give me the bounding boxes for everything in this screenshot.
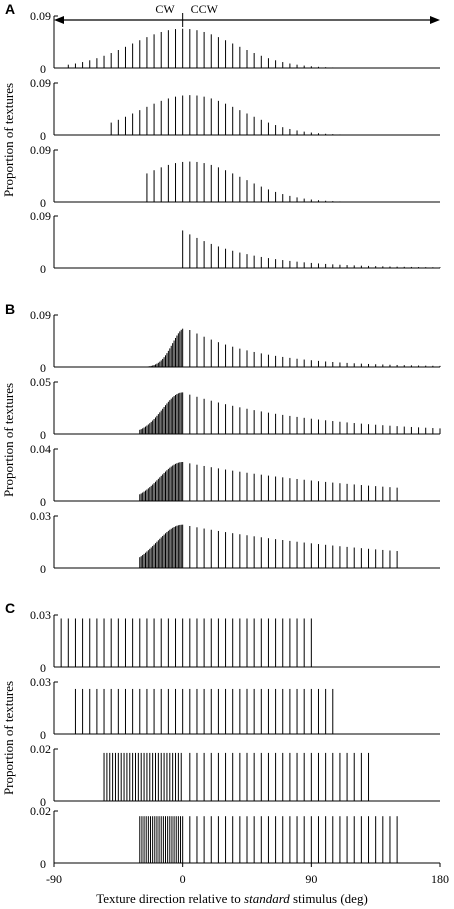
- y-tick-label-max: 0.09: [30, 9, 51, 23]
- y-tick-label-zero: 0: [40, 562, 46, 576]
- y-axis-title-b: Proportion of textures: [1, 383, 16, 497]
- right-arrowhead-icon: [430, 16, 440, 24]
- x-tick-label: 180: [431, 872, 449, 886]
- y-tick-label-zero: 0: [40, 795, 46, 809]
- y-tick-label-zero: 0: [40, 428, 46, 442]
- y-tick-label-max: 0.09: [30, 209, 51, 223]
- y-tick-label-max: 0.09: [30, 143, 51, 157]
- y-axis-title-c: Proportion of textures: [1, 681, 16, 795]
- y-tick-label-max: 0.02: [30, 742, 51, 756]
- panel-letter-b: B: [5, 301, 15, 317]
- y-tick-label-max: 0.09: [30, 76, 51, 90]
- y-tick-label-zero: 0: [40, 495, 46, 509]
- y-tick-label-max: 0.03: [30, 509, 51, 523]
- x-tick-label: -90: [46, 872, 62, 886]
- y-tick-label-max: 0.09: [30, 308, 51, 322]
- y-tick-label-zero: 0: [40, 361, 46, 375]
- y-tick-label-max: 0.02: [30, 804, 51, 818]
- x-axis-title-part: standard: [244, 891, 290, 906]
- panel-letter-a: A: [5, 1, 15, 17]
- y-tick-label-zero: 0: [40, 262, 46, 276]
- x-tick-label: 0: [180, 872, 186, 886]
- y-tick-label-zero: 0: [40, 62, 46, 76]
- x-axis-title-part: stimulus (deg): [290, 891, 368, 906]
- panel-letter-c: C: [5, 600, 15, 616]
- left-arrowhead-icon: [54, 16, 64, 24]
- y-tick-label-zero: 0: [40, 728, 46, 742]
- y-tick-label-max: 0.04: [30, 442, 51, 456]
- ccw-label: CCW: [191, 2, 219, 16]
- x-axis-title-part: Texture direction relative to: [96, 891, 244, 906]
- y-tick-label-zero: 0: [40, 857, 46, 871]
- y-tick-label-max: 0.03: [30, 675, 51, 689]
- cw-label: CW: [155, 2, 175, 16]
- x-tick-label: 90: [305, 872, 317, 886]
- y-tick-label-max: 0.05: [30, 375, 51, 389]
- x-axis-title: Texture direction relative to standard s…: [96, 891, 368, 906]
- y-tick-label-zero: 0: [40, 196, 46, 210]
- y-tick-label-zero: 0: [40, 129, 46, 143]
- y-tick-label-zero: 0: [40, 661, 46, 675]
- y-axis-title-a: Proportion of textures: [1, 83, 16, 197]
- y-tick-label-max: 0.03: [30, 608, 51, 622]
